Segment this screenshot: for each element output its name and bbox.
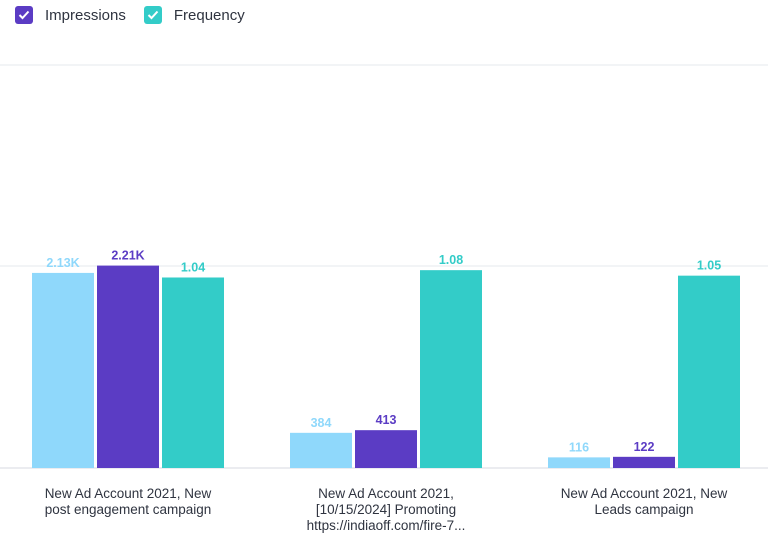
bar [548, 457, 610, 468]
category-label: post engagement campaign [45, 502, 212, 517]
category-label: New Ad Account 2021, [318, 486, 454, 501]
checkbox-checked-icon[interactable] [15, 6, 33, 24]
bar [290, 432, 352, 468]
bar [97, 265, 159, 468]
chart-legend: Impressions Frequency [15, 6, 245, 24]
bar [420, 270, 482, 468]
bar-value-label: 2.21K [111, 249, 144, 263]
category-label: New Ad Account 2021, New [45, 486, 212, 501]
legend-item-frequency[interactable]: Frequency [143, 6, 245, 24]
category-label: New Ad Account 2021, New [561, 486, 728, 501]
bar [613, 456, 675, 468]
bar-value-label: 122 [634, 440, 655, 454]
bar-value-label: 384 [311, 416, 332, 430]
bar-value-label: 1.05 [697, 259, 721, 273]
category-label: Leads campaign [594, 502, 693, 517]
bar-value-label: 413 [376, 413, 397, 427]
category-label: [10/15/2024] Promoting [316, 502, 456, 517]
legend-label-impressions: Impressions [45, 6, 126, 24]
checkbox-checked-icon[interactable] [143, 6, 162, 24]
category-label: https://indiaoff.com/fire-7... [307, 518, 466, 533]
bar-value-label: 1.04 [181, 260, 205, 274]
bar [162, 277, 224, 468]
legend-item-impressions[interactable]: Impressions [15, 6, 126, 24]
bar [355, 430, 417, 468]
bar [678, 275, 740, 468]
bar [32, 272, 94, 468]
legend-label-frequency: Frequency [173, 6, 245, 24]
bar-value-label: 1.08 [439, 253, 463, 267]
bar-value-label: 116 [569, 440, 589, 454]
bar-value-label: 2.13K [46, 256, 79, 270]
